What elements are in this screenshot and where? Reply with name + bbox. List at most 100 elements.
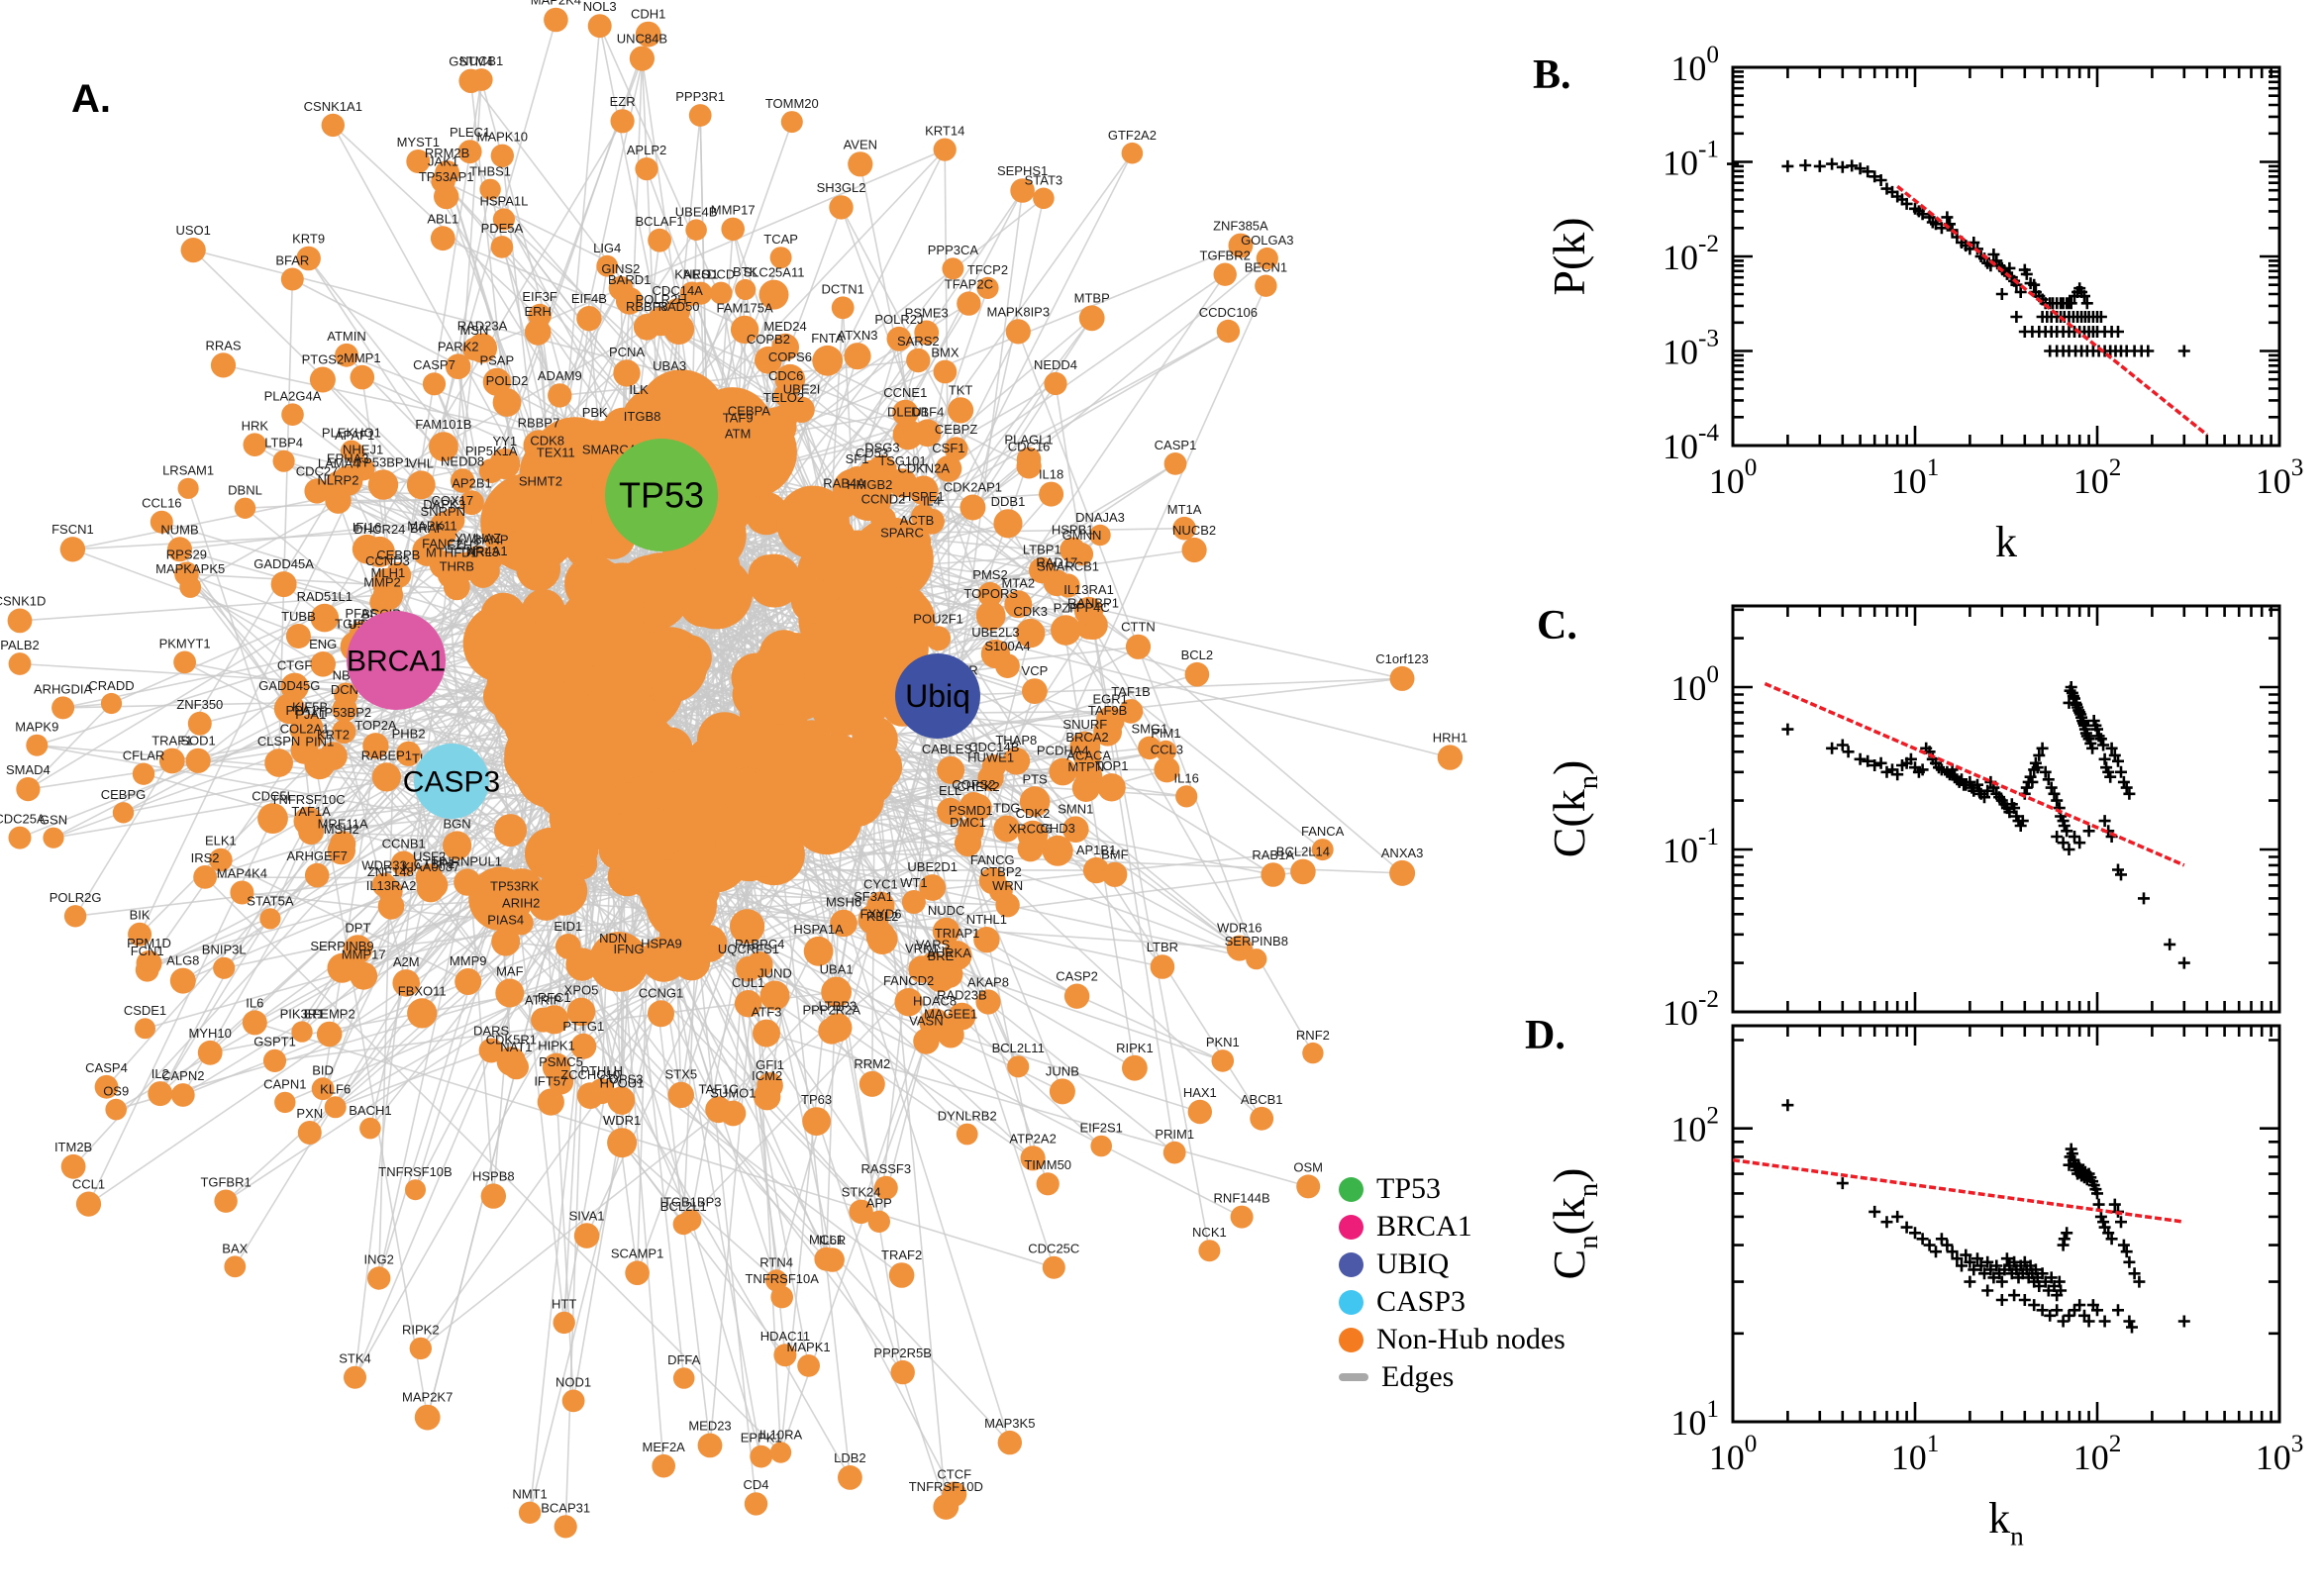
gene-node (479, 178, 501, 200)
gene-label: LTBR (1147, 940, 1178, 954)
gene-label: CAPN2 (161, 1068, 204, 1083)
gene-label: USO1 (175, 223, 210, 238)
gene-node (1036, 1172, 1060, 1196)
gene-node (396, 741, 422, 766)
gene-label: CYC1 (863, 877, 898, 892)
tick-label: 100 (1709, 1431, 1758, 1477)
gene-label: MAP4K4 (217, 865, 267, 880)
legend-item-label: Edges (1381, 1360, 1455, 1393)
gene-label: OSM (1293, 1159, 1323, 1174)
gene-node (913, 1028, 940, 1054)
gene-node (321, 113, 345, 138)
gene-node (158, 748, 185, 774)
gene-label: GFI1 (756, 1057, 784, 1072)
gene-node (170, 1083, 195, 1107)
gene-label: SMAD4 (6, 762, 50, 777)
gene-node (942, 941, 972, 970)
gene-node (1089, 524, 1111, 547)
gene-node (7, 608, 33, 634)
gene-label: POU2F1 (913, 611, 963, 626)
gene-node (561, 1389, 585, 1413)
gene-label: MYST1 (397, 135, 440, 150)
gene-label: MAPK9 (15, 720, 58, 735)
gene-label: ATMIN (327, 329, 365, 344)
gene-node (889, 540, 915, 565)
gene-node (177, 477, 199, 499)
axis-title: kn (1988, 1494, 2024, 1550)
gene-node (1029, 556, 1056, 584)
gene-label: LTBP4 (264, 436, 303, 450)
gene-node (792, 785, 862, 855)
gene-node (944, 437, 968, 461)
gene-label: ARHGEF7 (286, 848, 347, 863)
gene-node (937, 1021, 964, 1048)
gene-node (771, 333, 799, 361)
gene-label: NCK1 (1192, 1225, 1227, 1240)
gene-node (1226, 935, 1253, 961)
tick-label: 10-3 (1663, 326, 1719, 372)
hub-label-brca1: BRCA1 (347, 646, 446, 678)
gene-label: SPARC (880, 526, 924, 541)
hub-node-brca1 (347, 611, 446, 710)
gene-node (1246, 948, 1267, 970)
gene-label: ATP2A2 (1009, 1131, 1056, 1146)
legend-item-brca1: BRCA1 (1339, 1208, 1566, 1246)
node-swatch-icon (1339, 1251, 1364, 1277)
gene-label: TNFRSF10A (745, 1271, 819, 1286)
gene-label: CDC5L (252, 788, 294, 803)
gene-node (748, 553, 801, 608)
gene-label: BIK (130, 908, 151, 923)
gene-label: EFEMP2 (304, 1007, 355, 1022)
gene-label: CCNB1 (382, 837, 426, 851)
gene-node (790, 577, 837, 624)
gene-node (51, 696, 75, 720)
gene-label: MAP2K7 (402, 1390, 453, 1405)
gene-node (309, 366, 336, 393)
gene-label: TRAF2 (881, 1247, 922, 1262)
gene-node (857, 492, 883, 519)
gene-node (629, 46, 656, 71)
gene-node (150, 510, 173, 534)
gene-node (1044, 371, 1067, 396)
gene-node (1389, 665, 1415, 691)
gene-label: MAP2K4 (531, 0, 581, 8)
gene-label: BCL2L11 (992, 1041, 1045, 1055)
gene-label: UBA3 (653, 358, 686, 373)
gene-node (1042, 1255, 1065, 1279)
gene-label: AKAP8 (967, 974, 1009, 989)
gene-label: PALB2 (0, 638, 40, 652)
gene-label: ZNF350 (176, 697, 223, 712)
gene-node (975, 601, 1006, 631)
gene-node (672, 1367, 695, 1389)
network-nodes (7, 7, 1464, 1539)
gene-label: MTHFD1 (426, 545, 478, 559)
gene-label: IFNG (613, 942, 644, 956)
gene-node (770, 1285, 793, 1309)
gene-node (243, 433, 267, 457)
gene-node (445, 353, 471, 380)
gene-label: EPHA3 (327, 450, 369, 465)
gene-label: DCD (707, 267, 735, 282)
gene-label: PABPC4 (735, 937, 784, 951)
gene-node (332, 719, 356, 745)
gene-label: ACACA (1066, 748, 1111, 762)
gene-node (753, 1019, 780, 1047)
gene-label: POLD2 (486, 373, 529, 388)
gene-label: AVEN (844, 137, 877, 151)
gene-label: IL4 (923, 494, 941, 509)
gene-node (495, 978, 525, 1008)
gene-label: BANP (473, 532, 508, 547)
legend-item-label: BRCA1 (1376, 1210, 1472, 1243)
gene-label: DYNLRB2 (938, 1109, 997, 1124)
node-swatch-icon (1339, 1214, 1364, 1240)
gene-label: RTN4 (759, 1254, 793, 1269)
tick-label: 10-1 (1663, 137, 1719, 183)
gene-label: HNRNPUL1 (433, 853, 502, 868)
panel-d-label: D. (1525, 1013, 1566, 1058)
gene-label: POLR2J (874, 312, 923, 327)
gene-labels: USF2ICM2CDC6COPS6COPS2SNRPNBCCIPCCNB1CDK… (0, 0, 1467, 1515)
gene-node (112, 802, 135, 824)
gene-node (43, 827, 64, 848)
gene-label: RABEP1 (361, 748, 412, 762)
